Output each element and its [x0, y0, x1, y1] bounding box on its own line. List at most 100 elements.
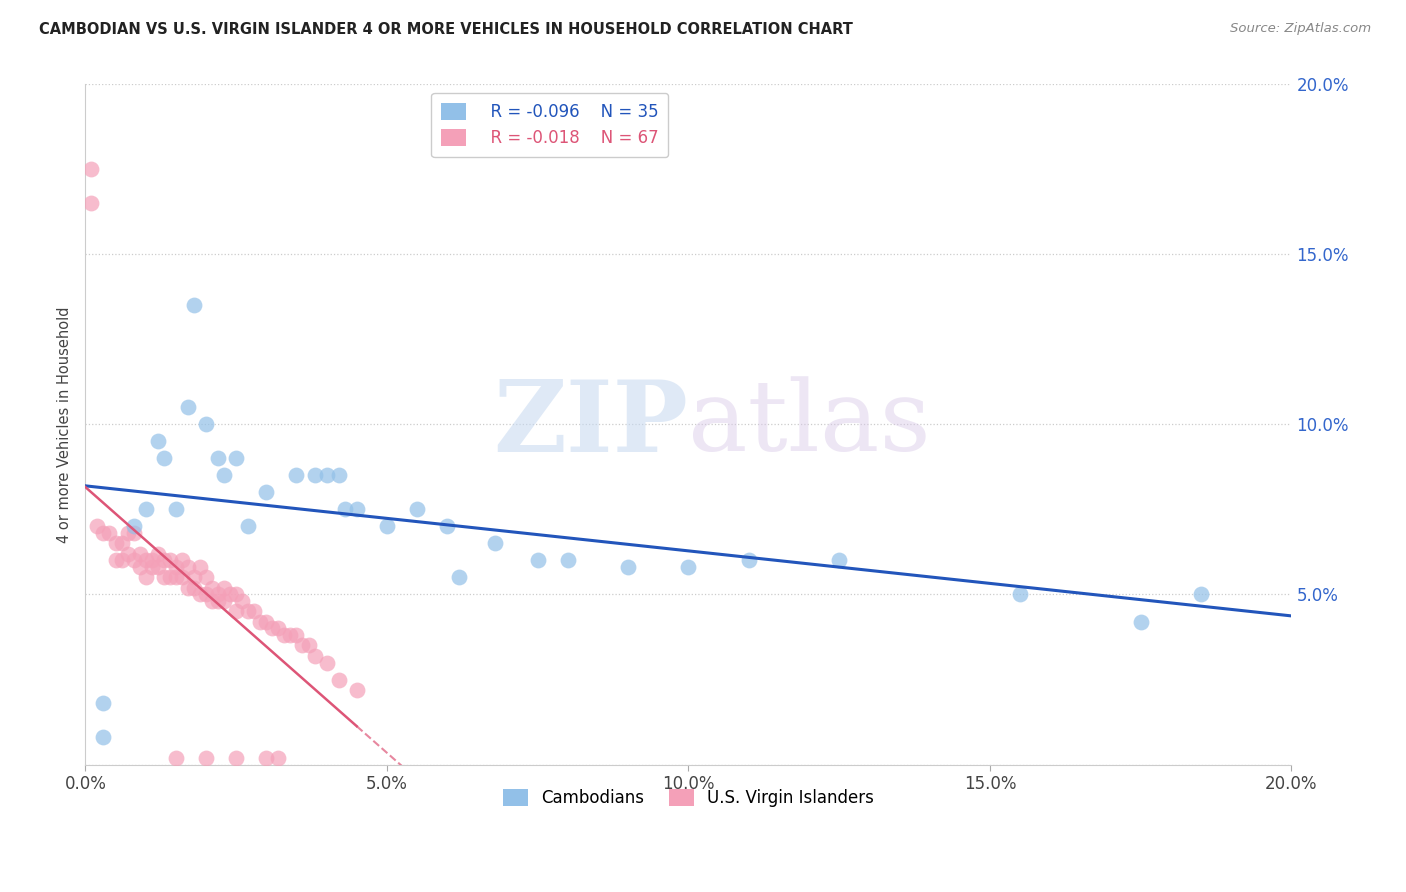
- Point: [297, 639, 319, 653]
- Point: [177, 560, 200, 574]
- Point: [165, 502, 187, 516]
- Point: [1129, 615, 1152, 629]
- Point: [207, 594, 229, 608]
- Point: [449, 570, 471, 584]
- Point: [315, 656, 337, 670]
- Point: [104, 536, 127, 550]
- Point: [262, 622, 284, 636]
- Point: [1010, 587, 1032, 601]
- Point: [304, 648, 326, 663]
- Point: [135, 570, 157, 584]
- Point: [80, 162, 103, 177]
- Point: [526, 553, 548, 567]
- Point: [238, 519, 260, 533]
- Point: [249, 615, 271, 629]
- Point: [188, 560, 211, 574]
- Point: [146, 547, 169, 561]
- Point: [177, 581, 200, 595]
- Point: [225, 587, 247, 601]
- Point: [280, 628, 302, 642]
- Point: [254, 615, 277, 629]
- Point: [135, 502, 157, 516]
- Point: [135, 553, 157, 567]
- Point: [328, 468, 350, 483]
- Point: [304, 468, 326, 483]
- Point: [141, 553, 163, 567]
- Point: [122, 519, 145, 533]
- Point: [110, 553, 132, 567]
- Point: [346, 682, 368, 697]
- Point: [195, 570, 218, 584]
- Point: [375, 519, 398, 533]
- Point: [170, 553, 193, 567]
- Text: ZIP: ZIP: [494, 376, 689, 473]
- Point: [177, 401, 200, 415]
- Point: [267, 622, 290, 636]
- Point: [225, 605, 247, 619]
- Point: [212, 594, 235, 608]
- Point: [828, 553, 851, 567]
- Point: [291, 639, 314, 653]
- Y-axis label: 4 or more Vehicles in Household: 4 or more Vehicles in Household: [58, 306, 72, 542]
- Point: [122, 526, 145, 541]
- Point: [238, 605, 260, 619]
- Point: [195, 750, 218, 764]
- Point: [328, 673, 350, 687]
- Point: [201, 594, 224, 608]
- Point: [285, 628, 308, 642]
- Point: [117, 547, 139, 561]
- Text: Source: ZipAtlas.com: Source: ZipAtlas.com: [1230, 22, 1371, 36]
- Point: [406, 502, 429, 516]
- Point: [117, 526, 139, 541]
- Point: [93, 526, 115, 541]
- Point: [183, 570, 205, 584]
- Point: [183, 581, 205, 595]
- Point: [212, 468, 235, 483]
- Point: [254, 485, 277, 500]
- Point: [207, 587, 229, 601]
- Point: [195, 417, 218, 432]
- Point: [165, 750, 187, 764]
- Point: [146, 434, 169, 449]
- Point: [231, 594, 253, 608]
- Point: [165, 570, 187, 584]
- Point: [80, 196, 103, 211]
- Point: [104, 553, 127, 567]
- Point: [195, 587, 218, 601]
- Point: [273, 628, 295, 642]
- Point: [122, 553, 145, 567]
- Point: [1189, 587, 1212, 601]
- Point: [225, 750, 247, 764]
- Point: [484, 536, 506, 550]
- Point: [243, 605, 266, 619]
- Point: [93, 696, 115, 710]
- Point: [188, 587, 211, 601]
- Text: atlas: atlas: [689, 376, 931, 473]
- Point: [333, 502, 356, 516]
- Point: [159, 553, 181, 567]
- Point: [183, 298, 205, 312]
- Point: [207, 451, 229, 466]
- Point: [436, 519, 458, 533]
- Point: [159, 570, 181, 584]
- Point: [267, 750, 290, 764]
- Point: [212, 581, 235, 595]
- Text: CAMBODIAN VS U.S. VIRGIN ISLANDER 4 OR MORE VEHICLES IN HOUSEHOLD CORRELATION CH: CAMBODIAN VS U.S. VIRGIN ISLANDER 4 OR M…: [39, 22, 853, 37]
- Point: [738, 553, 761, 567]
- Point: [141, 560, 163, 574]
- Point: [219, 587, 242, 601]
- Point: [346, 502, 368, 516]
- Point: [152, 451, 174, 466]
- Point: [617, 560, 640, 574]
- Point: [315, 468, 337, 483]
- Point: [110, 536, 132, 550]
- Point: [152, 570, 174, 584]
- Point: [146, 560, 169, 574]
- Point: [98, 526, 121, 541]
- Point: [225, 451, 247, 466]
- Point: [128, 560, 150, 574]
- Point: [678, 560, 700, 574]
- Point: [201, 581, 224, 595]
- Point: [165, 560, 187, 574]
- Point: [557, 553, 579, 567]
